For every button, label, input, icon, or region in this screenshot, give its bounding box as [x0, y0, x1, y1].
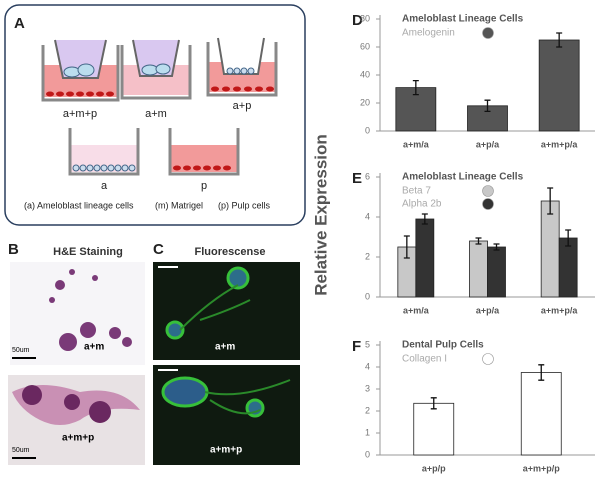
bar — [487, 246, 506, 298]
micrograph — [8, 262, 145, 465]
caption: (p) Pulp cells — [218, 200, 271, 210]
x-tick-label: a+p/a — [476, 139, 500, 149]
image-label: a+m — [215, 342, 235, 353]
well-label: a — [101, 180, 108, 192]
y-tick-label: 1 — [365, 427, 370, 437]
chart-title: Ameloblast Lineage Cells — [402, 14, 524, 25]
y-tick-label: 3 — [365, 383, 370, 393]
x-tick-label: a+m/a — [403, 139, 430, 149]
image-label: a+m — [84, 342, 104, 353]
well-label: a+m+p — [63, 108, 97, 120]
well-label: p — [201, 180, 207, 192]
x-tick-label: a+m/a — [403, 305, 430, 315]
y-tick-label: 20 — [360, 97, 370, 107]
y-tick-label: 80 — [360, 13, 370, 23]
bar — [415, 218, 435, 298]
panel-label: E — [352, 170, 362, 187]
caption: (a) Ameloblast lineage cells — [24, 200, 134, 210]
well-diagrams — [41, 37, 278, 176]
x-tick-label: a+p/p — [422, 463, 446, 473]
error-bar — [556, 32, 563, 48]
legend-marker — [482, 27, 494, 39]
bar — [540, 200, 560, 298]
error-bar — [475, 237, 482, 245]
legend-label: Amelogenin — [402, 28, 455, 39]
legend-label: Beta 7 — [402, 186, 431, 197]
y-tick-label: 5 — [365, 339, 370, 349]
legend-label: Collagen I — [402, 354, 447, 365]
chart-title: Dental Pulp Cells — [402, 340, 484, 351]
y-tick-label: 0 — [365, 125, 370, 135]
error-bar — [421, 213, 428, 225]
error-bar — [403, 235, 410, 259]
panel-label: C — [153, 241, 164, 258]
panel-label: D — [352, 12, 363, 29]
x-tick-label: a+p/a — [476, 305, 500, 315]
error-bar — [565, 229, 572, 247]
image-label: a+m+p — [210, 445, 242, 456]
panel-title: H&E Staining — [53, 246, 123, 258]
panel-label: B — [8, 241, 19, 258]
well-label: a+p — [233, 100, 252, 112]
y-tick-label: 60 — [360, 41, 370, 51]
y-tick-label: 0 — [365, 449, 370, 459]
legend-label: Alpha 2b — [402, 199, 442, 210]
y-tick-label: 4 — [365, 211, 370, 221]
error-bar — [430, 397, 437, 410]
bar — [469, 240, 488, 298]
error-bar — [484, 99, 491, 113]
error-bar — [493, 243, 500, 251]
scale-label: 50um — [12, 447, 30, 454]
scale-label: 50um — [12, 347, 30, 354]
x-tick-label: a+m+p/a — [541, 139, 579, 149]
error-bar — [547, 187, 554, 215]
error-bar — [538, 364, 545, 381]
y-tick-label: 2 — [365, 405, 370, 415]
image-label: a+m+p — [62, 433, 94, 444]
micrograph — [153, 262, 300, 465]
x-tick-label: a+m+p/p — [523, 463, 561, 473]
panel-label: A — [14, 15, 25, 32]
panel-label: F — [352, 338, 361, 355]
caption: (m) Matrigel — [155, 200, 203, 210]
bar — [558, 237, 578, 298]
bar — [538, 39, 580, 132]
y-tick-label: 0 — [365, 291, 370, 301]
error-bar — [412, 79, 419, 96]
y-tick-label: 2 — [365, 251, 370, 261]
legend-marker — [482, 185, 494, 197]
legend-marker — [482, 353, 494, 365]
bar — [520, 372, 562, 456]
y-tick-label: 4 — [365, 361, 370, 371]
y-axis-label: Relative Expression — [311, 134, 330, 296]
x-tick-label: a+m+p/a — [541, 305, 579, 315]
panel-title: Fluorescense — [195, 246, 266, 258]
legend-marker — [482, 198, 494, 210]
well-label: a+m — [145, 108, 167, 120]
chart-title: Ameloblast Lineage Cells — [402, 172, 524, 183]
bar — [413, 402, 455, 456]
y-tick-label: 40 — [360, 69, 370, 79]
y-tick-label: 6 — [365, 171, 370, 181]
